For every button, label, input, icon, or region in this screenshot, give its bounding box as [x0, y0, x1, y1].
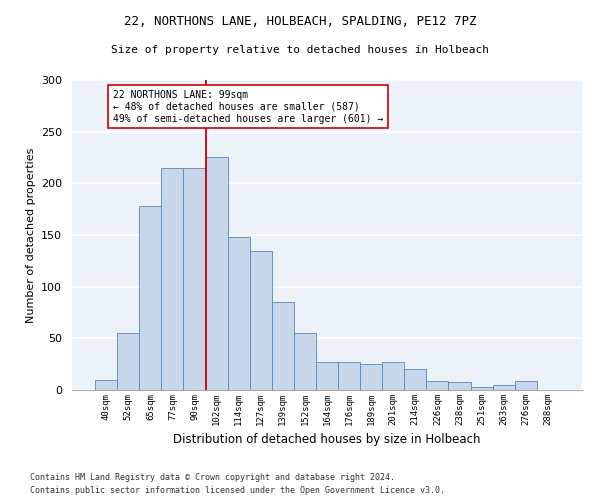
Bar	[470, 387, 493, 390]
X-axis label: Distribution of detached houses by size in Holbeach: Distribution of detached houses by size …	[173, 434, 481, 446]
Text: Size of property relative to detached houses in Holbeach: Size of property relative to detached ho…	[111, 45, 489, 55]
Bar	[161, 168, 184, 390]
Bar	[294, 333, 316, 390]
Bar	[250, 250, 272, 390]
Bar	[272, 302, 294, 390]
Bar	[206, 158, 227, 390]
Y-axis label: Number of detached properties: Number of detached properties	[26, 148, 35, 322]
Text: Contains HM Land Registry data © Crown copyright and database right 2024.: Contains HM Land Registry data © Crown c…	[30, 474, 395, 482]
Text: Contains public sector information licensed under the Open Government Licence v3: Contains public sector information licen…	[30, 486, 445, 495]
Bar	[316, 362, 338, 390]
Text: 22 NORTHONS LANE: 99sqm
← 48% of detached houses are smaller (587)
49% of semi-d: 22 NORTHONS LANE: 99sqm ← 48% of detache…	[113, 90, 383, 124]
Bar	[427, 380, 448, 390]
Bar	[184, 168, 206, 390]
Bar	[360, 364, 382, 390]
Bar	[382, 362, 404, 390]
Text: 22, NORTHONS LANE, HOLBEACH, SPALDING, PE12 7PZ: 22, NORTHONS LANE, HOLBEACH, SPALDING, P…	[124, 15, 476, 28]
Bar	[493, 385, 515, 390]
Bar	[515, 380, 537, 390]
Bar	[448, 382, 470, 390]
Bar	[117, 333, 139, 390]
Bar	[227, 237, 250, 390]
Bar	[95, 380, 117, 390]
Bar	[338, 362, 360, 390]
Bar	[404, 370, 427, 390]
Bar	[139, 206, 161, 390]
